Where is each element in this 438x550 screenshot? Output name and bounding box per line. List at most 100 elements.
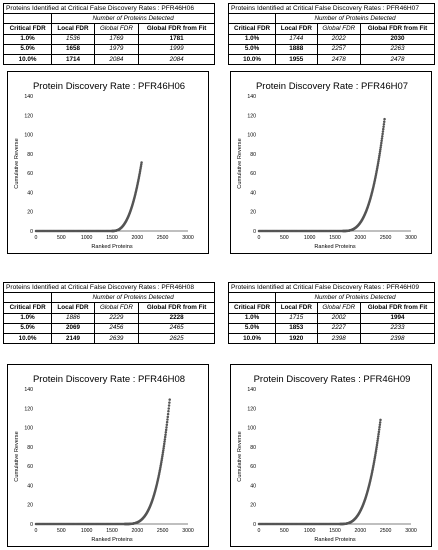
data-point: [380, 139, 383, 143]
data-point: [165, 426, 168, 429]
data-point: [374, 451, 377, 455]
cell-global: 2084: [93, 53, 140, 66]
x-tick-label: 1500: [106, 528, 118, 534]
cell-critical-fdr: 1.0%: [227, 312, 277, 324]
table-title: Proteins Identified at Critical False Di…: [3, 281, 215, 294]
cell-local: 1744: [275, 33, 318, 45]
data-point: [377, 160, 380, 163]
fdr-table: Proteins Identified at Critical False Di…: [2, 2, 215, 66]
data-point: [161, 453, 164, 456]
data-point: [160, 459, 163, 462]
cell-critical-fdr: 5.0%: [227, 322, 277, 334]
col-local-fdr: Local FDR: [51, 23, 95, 35]
table-row: 5.0% 1888 2257 2263: [227, 43, 435, 55]
fdr-table-panel-h09: Proteins Identified at Critical False Di…: [227, 281, 435, 345]
x-tick-label: 1000: [304, 528, 316, 534]
chart-title: Protein Discovery Rates : PFR46H09: [254, 374, 411, 385]
data-point: [375, 445, 378, 449]
data-point: [376, 437, 380, 440]
y-tick-label: 60: [250, 171, 256, 177]
fdr-table-panel-h06: Proteins Identified at Critical False Di…: [2, 2, 215, 66]
fdr-table-panel-h08: Proteins Identified at Critical False Di…: [2, 281, 215, 345]
data-point: [162, 449, 165, 452]
cell-critical-fdr: 10.0%: [227, 332, 277, 345]
y-tick-label: 20: [250, 503, 256, 509]
x-axis-label: Ranked Proteins: [91, 537, 133, 543]
table-row: 10.0% 1714 2084 2084: [2, 53, 215, 66]
data-point: [381, 135, 384, 138]
table-row: 10.0% 2149 2639 2625: [2, 332, 215, 345]
cell-fit: 2478: [360, 53, 435, 66]
data-point: [373, 455, 377, 459]
x-tick-label: 2500: [380, 528, 392, 534]
y-tick-label: 60: [27, 464, 33, 470]
data-point: [378, 423, 382, 427]
table-subheader: Number of Proteins Detected: [275, 13, 435, 25]
cell-global: 2022: [316, 33, 362, 45]
cell-global: 2257: [316, 43, 362, 55]
cell-fit: 1994: [360, 312, 435, 324]
data-point: [162, 444, 166, 448]
data-point: [166, 412, 170, 416]
table-row: 1.0% 1715 2002 1994: [227, 312, 435, 324]
cell-local: 1920: [275, 332, 318, 345]
cell-local: 1658: [51, 43, 95, 55]
col-critical-fdr: Critical FDR: [227, 302, 277, 314]
y-tick-label: 40: [250, 483, 256, 489]
y-tick-label: 140: [247, 387, 256, 393]
data-point: [378, 150, 382, 153]
data-point: [160, 460, 163, 464]
cell-critical-fdr: 5.0%: [2, 43, 53, 55]
x-tick-label: 2500: [157, 235, 169, 241]
y-axis-label: Cumulative Reverse: [237, 138, 243, 188]
data-point: [162, 446, 165, 450]
table-subheader: Number of Proteins Detected: [275, 292, 435, 304]
data-point: [166, 418, 169, 421]
y-tick-label: 40: [27, 190, 33, 196]
cell-local: 2149: [51, 332, 95, 345]
data-point: [382, 125, 385, 128]
y-tick-label: 0: [253, 522, 256, 528]
col-global-fdr-fit: Global FDR from Fit: [138, 302, 215, 314]
data-point: [374, 453, 377, 457]
y-tick-label: 40: [27, 483, 33, 489]
data-point: [167, 407, 170, 410]
data-point: [377, 428, 381, 431]
x-tick-label: 0: [258, 528, 261, 534]
cell-critical-fdr: 1.0%: [2, 312, 53, 324]
col-local-fdr: Local FDR: [275, 23, 318, 35]
table-subheader: Number of Proteins Detected: [51, 13, 215, 25]
data-point: [161, 455, 164, 458]
y-tick-label: 80: [250, 152, 256, 158]
cell-critical-fdr: 5.0%: [227, 43, 277, 55]
data-point: [140, 161, 143, 164]
x-tick-label: 1500: [106, 235, 118, 241]
col-local-fdr: Local FDR: [275, 302, 318, 314]
data-point: [377, 158, 380, 161]
x-axis-label: Ranked Proteins: [314, 537, 356, 543]
data-point: [165, 423, 169, 427]
y-tick-label: 0: [30, 522, 33, 528]
cell-critical-fdr: 10.0%: [2, 53, 53, 66]
cell-local: 1536: [51, 33, 95, 45]
x-tick-label: 500: [280, 235, 289, 241]
y-tick-label: 120: [247, 406, 256, 412]
data-point: [164, 433, 167, 436]
data-point: [140, 163, 143, 166]
table-row: 10.0% 1920 2398 2398: [227, 332, 435, 345]
data-point: [378, 154, 381, 157]
data-point: [379, 418, 382, 422]
x-tick-label: 2000: [355, 235, 367, 241]
chart-box-h08: Protein Discovery Rate : PFR46H08 0 20 40 60…: [7, 364, 209, 547]
cell-local: 1886: [51, 312, 95, 324]
x-tick-label: 500: [280, 528, 289, 534]
table-row: 10.0% 1955 2478 2478: [227, 53, 435, 66]
y-tick-label: 140: [24, 94, 33, 100]
col-critical-fdr: Critical FDR: [2, 302, 53, 314]
x-tick-label: 2500: [380, 235, 392, 241]
data-point: [376, 435, 380, 438]
data-point: [163, 438, 167, 441]
col-local-fdr: Local FDR: [51, 302, 95, 314]
table-subheader: Number of Proteins Detected: [51, 292, 215, 304]
y-tick-label: 100: [24, 426, 33, 432]
